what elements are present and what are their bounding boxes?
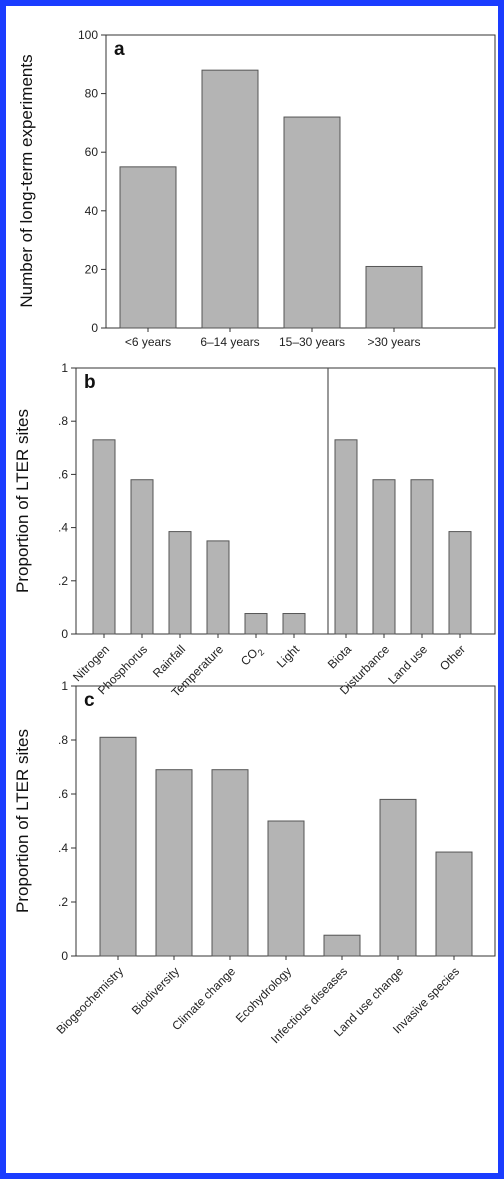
x-tick-label: >30 years (367, 335, 420, 349)
y-axis-label: Proportion of LTER sites (13, 409, 32, 593)
panel-label: c (84, 690, 95, 711)
y-tick-label: .6 (58, 787, 68, 801)
x-tick-label: Biodiversity (129, 964, 182, 1017)
y-tick-label: .8 (58, 414, 68, 428)
bar (99, 736, 137, 957)
bar (365, 265, 423, 329)
y-tick-label: 100 (78, 28, 98, 42)
panel-label: b (84, 372, 96, 393)
y-tick-label: .2 (58, 895, 68, 909)
bar (372, 479, 396, 635)
bar (206, 540, 230, 635)
x-tick-label: Other (437, 642, 468, 673)
x-tick-label: Biogeochemistry (53, 964, 126, 1037)
y-tick-label: 60 (85, 145, 99, 159)
y-tick-label: .4 (58, 841, 68, 855)
x-tick-label: Ecohydrology (233, 964, 294, 1025)
bar (379, 798, 417, 957)
y-tick-label: 40 (85, 204, 99, 218)
bar (155, 769, 193, 957)
x-tick-label: 6–14 years (200, 335, 259, 349)
y-tick-label: .8 (58, 733, 68, 747)
y-tick-label: .6 (58, 467, 68, 481)
y-axis-label: Number of long-term experiments (17, 54, 36, 307)
bar (410, 479, 434, 635)
bar (334, 439, 358, 635)
x-tick-label: Light (274, 642, 303, 671)
bar (283, 116, 341, 329)
y-tick-label: 1 (61, 361, 68, 375)
bar (201, 69, 259, 329)
y-tick-label: 0 (91, 321, 98, 335)
y-tick-label: .2 (58, 574, 68, 588)
x-tick-label: Land use (385, 642, 430, 687)
y-axis-label: Proportion of LTER sites (13, 729, 32, 913)
y-tick-label: 0 (61, 949, 68, 963)
bar (435, 851, 473, 957)
bar (119, 166, 177, 329)
bar (448, 531, 472, 635)
y-tick-label: .4 (58, 521, 68, 535)
x-tick-label: 15–30 years (279, 335, 345, 349)
y-tick-label: 1 (61, 679, 68, 693)
bar (130, 479, 154, 635)
x-tick-label: CO2 (238, 642, 266, 670)
bar (267, 820, 305, 957)
bar (323, 934, 361, 957)
bar (244, 613, 268, 635)
y-tick-label: 80 (85, 87, 99, 101)
x-tick-label: Biota (325, 642, 354, 671)
bar (168, 531, 192, 635)
y-tick-label: 0 (61, 627, 68, 641)
figure-frame: 0 20 40 60 80 100 Number of long-term experime… (6, 6, 498, 1173)
bar (282, 613, 306, 635)
bar (92, 439, 116, 635)
bar (211, 769, 249, 957)
x-tick-label: <6 years (125, 335, 171, 349)
panel-label: a (114, 39, 125, 60)
y-tick-label: 20 (85, 262, 99, 276)
